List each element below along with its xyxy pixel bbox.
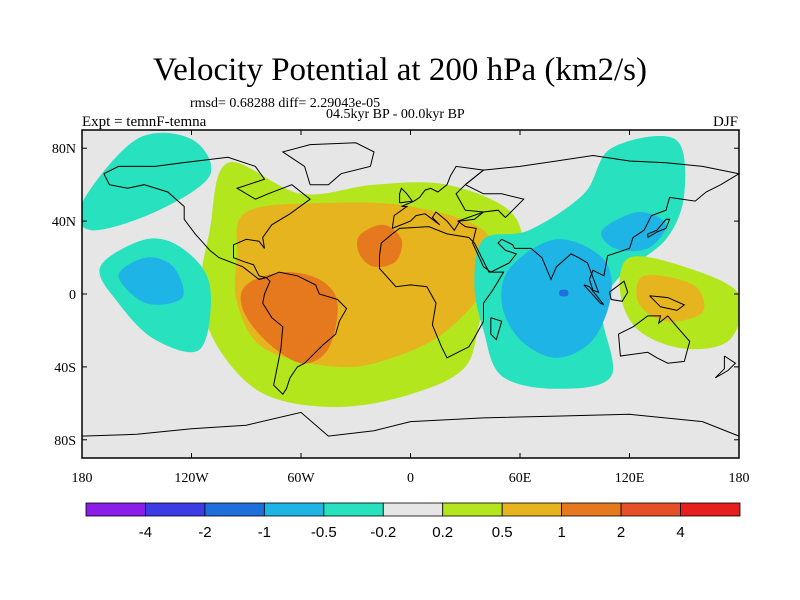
- period-text: 04.5kyr BP - 00.0kyr BP: [326, 107, 465, 122]
- field-region-10: [118, 257, 184, 305]
- colorbar-label: 0.2: [432, 524, 453, 541]
- y-tick-label: 80S: [54, 434, 76, 449]
- colorbar-swatch-1: [145, 502, 206, 517]
- y-tick-label: 80N: [52, 142, 76, 157]
- season-label: DJF: [712, 114, 738, 130]
- coastline-9: [649, 295, 686, 311]
- field-region-7: [601, 211, 667, 252]
- colorbar-label: 2: [617, 524, 625, 541]
- colorbar-swatch-7: [501, 502, 563, 517]
- coastline-6: [618, 315, 691, 364]
- y-tick-label: 0: [69, 288, 76, 303]
- colorbar-swatch-8: [561, 502, 622, 517]
- coastline-2: [262, 271, 348, 395]
- colorbar: -4 -2 -1 -0.5 -0.2 0.2 0.5 1 2 4: [85, 502, 741, 541]
- coastline-3: [379, 226, 505, 359]
- x-tick-label: 180: [729, 471, 750, 486]
- coastline-11: [399, 187, 414, 204]
- y-tick-label: 40S: [54, 361, 76, 376]
- field-region-5: [501, 239, 612, 358]
- x-tick-label: 120E: [615, 471, 645, 486]
- colorbar-label: -2: [198, 524, 211, 541]
- colorbar-swatch-4: [323, 502, 384, 517]
- coastline-14: [81, 411, 740, 437]
- colorbar-swatch-6: [442, 502, 503, 517]
- x-tick-label: 60W: [287, 471, 315, 486]
- coastline-7: [608, 280, 629, 302]
- colorbar-label: 1: [557, 524, 565, 541]
- coastline-1: [281, 142, 375, 186]
- field-region-8: [82, 132, 212, 231]
- colorbar-label: 0.5: [492, 524, 513, 541]
- field-region-2: [240, 271, 338, 364]
- x-tick-label: 180: [72, 471, 93, 486]
- colorbar-label: -4: [139, 524, 152, 541]
- coastlines: [81, 142, 741, 437]
- x-tick-label: 120W: [174, 471, 209, 486]
- coastline-8: [583, 284, 605, 306]
- colorbar-label: -0.5: [311, 524, 337, 541]
- stats-text: rmsd= 0.68288 diff= 2.29043e-05: [190, 96, 381, 111]
- colorbar-label: -1: [258, 524, 271, 541]
- y-tick-label: 40N: [52, 215, 76, 230]
- experiment-label: Expt = temnF-temna: [82, 114, 207, 130]
- coastline-12: [490, 317, 503, 341]
- colorbar-swatch-5: [382, 502, 444, 517]
- axes: 180 120W 60W 0 60E 120E 180 80N 40N 0 40S 80S: [52, 130, 750, 486]
- colorbar-swatch-3: [263, 502, 325, 517]
- coastline-5: [456, 154, 741, 293]
- x-tick-label: 0: [407, 471, 414, 486]
- colorbar-label: 4: [676, 524, 684, 541]
- colorbar-swatch-0: [85, 502, 146, 517]
- field-layer: [82, 130, 739, 458]
- colorbar-swatch-10: [680, 502, 741, 517]
- field-region-6: [559, 289, 569, 297]
- x-tick-label: 60E: [509, 471, 532, 486]
- plot-title: Velocity Potential at 200 hPa (km2/s): [152, 52, 648, 88]
- colorbar-swatch-9: [620, 502, 681, 517]
- colorbar-swatch-2: [204, 502, 265, 517]
- coastline-10: [647, 218, 671, 238]
- coastline-13: [714, 355, 737, 379]
- colorbar-label: -0.2: [370, 524, 396, 541]
- coastline-0: [103, 156, 311, 280]
